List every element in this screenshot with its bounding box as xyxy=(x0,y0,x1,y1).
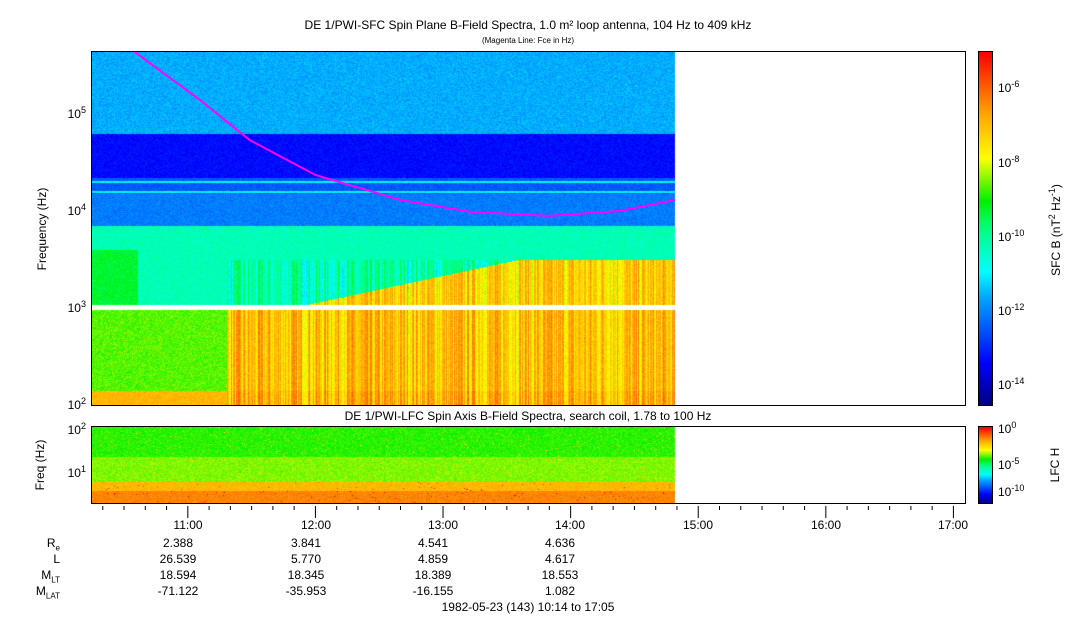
chart-subtitle: (Magenta Line: Fce in Hz) xyxy=(481,36,575,45)
time-tick-label: 16:00 xyxy=(810,518,842,532)
ephemeris-value: -71.122 xyxy=(157,584,199,598)
sfc-colorbar xyxy=(979,52,992,405)
cb-label-exp1: 2 xyxy=(1047,214,1057,220)
ephemeris-row-label: MLAT xyxy=(35,584,60,601)
lfc-plot-frame xyxy=(91,426,966,504)
ephemeris-row-label: MLT xyxy=(41,568,60,585)
lfc-colorbar-label: LFC H xyxy=(1048,447,1062,483)
sfc-spectrogram xyxy=(92,52,965,405)
lfc-colorbar-tick-label: 10-10 xyxy=(998,483,1025,499)
sfc-colorbar-tick-label: 10-8 xyxy=(998,154,1020,170)
time-tick-label: 17:00 xyxy=(937,518,969,532)
time-tick-label: 15:00 xyxy=(682,518,714,532)
date-range-label: 1982-05-23 (143) 10:14 to 17:05 xyxy=(441,600,615,614)
sfc-plot-frame xyxy=(91,51,966,406)
time-axis xyxy=(102,506,954,518)
lfc-y-tick-label: 101 xyxy=(67,464,86,480)
ephemeris-value: -16.155 xyxy=(412,584,454,598)
sfc-colorbar-tick-label: 10-6 xyxy=(998,79,1020,95)
time-tick-label: 12:00 xyxy=(300,518,332,532)
ephemeris-value: -35.953 xyxy=(285,584,327,598)
sfc-y-tick-label: 103 xyxy=(67,299,86,315)
ephemeris-value: 2.388 xyxy=(162,536,194,550)
lfc-y-axis-label: Freq (Hz) xyxy=(33,439,47,491)
lfc-colorbar-tick-label: 10-5 xyxy=(998,456,1020,472)
cb-label-c: ) xyxy=(1049,184,1063,189)
sfc-y-axis-label: Frequency (Hz) xyxy=(35,187,49,271)
cb-label-b: Hz xyxy=(1049,196,1063,215)
ephemeris-row-label: L xyxy=(53,552,60,566)
ephemeris-value: 18.389 xyxy=(414,568,452,582)
ephemeris-value: 18.594 xyxy=(159,568,197,582)
sfc-colorbar-tick-label: 10-12 xyxy=(998,302,1025,318)
sfc-colorbar-label: SFC B (nT2 Hz-1) xyxy=(1047,165,1063,295)
time-tick-label: 13:00 xyxy=(427,518,459,532)
ephemeris-row-label: Re xyxy=(46,536,60,553)
ephemeris-value: 4.541 xyxy=(417,536,449,550)
cb-label-a: SFC B (nT xyxy=(1049,219,1063,276)
sfc-colorbar-frame xyxy=(978,51,993,406)
ephemeris-value: 1.082 xyxy=(544,584,576,598)
sfc-y-tick-label: 104 xyxy=(67,202,86,218)
sfc-y-tick-label: 105 xyxy=(67,105,86,121)
fce-polyline xyxy=(134,52,676,217)
ephemeris-value: 3.841 xyxy=(290,536,322,550)
time-tick-label: 11:00 xyxy=(173,518,203,532)
chart-title: DE 1/PWI-SFC Spin Plane B-Field Spectra,… xyxy=(304,18,752,32)
cb-label-exp2: -1 xyxy=(1047,188,1057,197)
ephemeris-value: 4.636 xyxy=(544,536,576,550)
time-tick-label: 14:00 xyxy=(554,518,586,532)
lfc-y-tick-label: 102 xyxy=(67,421,86,437)
ephemeris-value: 18.345 xyxy=(287,568,325,582)
lfc-colorbar xyxy=(979,427,992,503)
ephemeris-value: 4.859 xyxy=(417,552,449,566)
sfc-colorbar-tick-label: 10-14 xyxy=(998,376,1025,392)
sfc-y-tick-label: 102 xyxy=(67,396,86,412)
ephemeris-value: 18.553 xyxy=(541,568,579,582)
lfc-colorbar-frame xyxy=(978,426,993,504)
ephemeris-value: 26.539 xyxy=(159,552,197,566)
ephemeris-value: 4.617 xyxy=(544,552,576,566)
lfc-title: DE 1/PWI-LFC Spin Axis B-Field Spectra, … xyxy=(344,409,712,423)
sfc-colorbar-tick-label: 10-10 xyxy=(998,228,1025,244)
lfc-colorbar-tick-label: 100 xyxy=(998,420,1017,436)
lfc-spectrogram xyxy=(92,427,965,503)
ephemeris-value: 5.770 xyxy=(290,552,322,566)
fce-line xyxy=(134,52,676,217)
